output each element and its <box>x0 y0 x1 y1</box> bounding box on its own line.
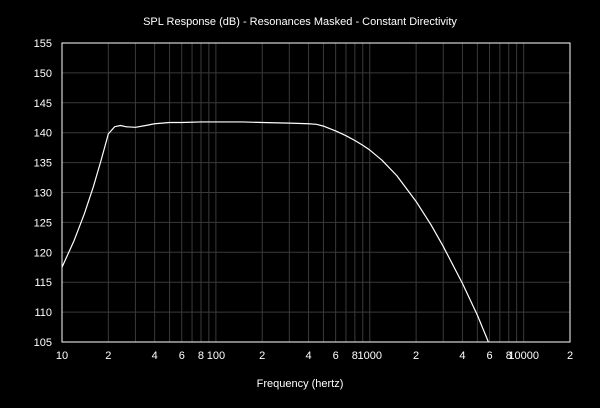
y-tick-label: 125 <box>34 217 52 229</box>
x-tick-label: 4 <box>459 350 465 362</box>
x-tick-label: 6 <box>179 350 185 362</box>
x-tick-label: 2 <box>413 350 419 362</box>
x-tick-label: 8 <box>506 350 512 362</box>
y-tick-label: 110 <box>34 307 52 319</box>
y-tick-label: 150 <box>34 68 52 80</box>
x-tick-label: 6 <box>486 350 492 362</box>
x-tick-label: 8 <box>198 350 204 362</box>
x-tick-label: 100 <box>207 350 225 362</box>
x-tick-label: 1000 <box>358 350 382 362</box>
y-tick-label: 140 <box>34 128 52 140</box>
x-tick-label: 4 <box>152 350 158 362</box>
series-layer <box>61 121 489 343</box>
y-tick-label: 120 <box>34 247 52 259</box>
y-tick-label: 155 <box>34 38 52 50</box>
x-tick-label: 2 <box>567 350 573 362</box>
chart-title: SPL Response (dB) - Resonances Masked - … <box>143 16 457 28</box>
plot-frame <box>61 42 571 343</box>
y-tick-label: 145 <box>34 98 52 110</box>
x-tick-label: 10000 <box>508 350 539 362</box>
x-tick-label: 10 <box>56 350 68 362</box>
x-axis-label: Frequency (hertz) <box>257 378 344 390</box>
y-tick-label: 115 <box>34 277 52 289</box>
x-tick-label: 8 <box>352 350 358 362</box>
x-tick-label: 4 <box>305 350 311 362</box>
x-tick-label: 2 <box>105 350 111 362</box>
y-tick-label: 105 <box>34 337 52 349</box>
y-ticks: 155 150 145 140 135 130 125 120 115 110 105 <box>34 38 52 349</box>
y-tick-label: 130 <box>34 188 52 200</box>
x-tick-label: 2 <box>259 350 265 362</box>
series-line <box>61 121 489 343</box>
x-tick-label: 6 <box>333 350 339 362</box>
y-tick-label: 135 <box>34 158 52 170</box>
